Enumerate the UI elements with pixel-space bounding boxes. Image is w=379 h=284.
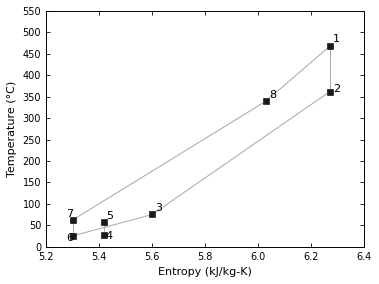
Y-axis label: Temperature (°C): Temperature (°C)	[7, 81, 17, 177]
Text: 7: 7	[66, 209, 73, 219]
Text: 8: 8	[269, 90, 277, 100]
Text: 2: 2	[333, 84, 340, 94]
X-axis label: Entropy (kJ/kg-K): Entropy (kJ/kg-K)	[158, 267, 252, 277]
Text: 6: 6	[66, 233, 73, 243]
Text: 1: 1	[333, 34, 340, 44]
Text: 5: 5	[106, 211, 113, 221]
Text: 4: 4	[106, 231, 113, 241]
Text: 3: 3	[155, 203, 162, 213]
